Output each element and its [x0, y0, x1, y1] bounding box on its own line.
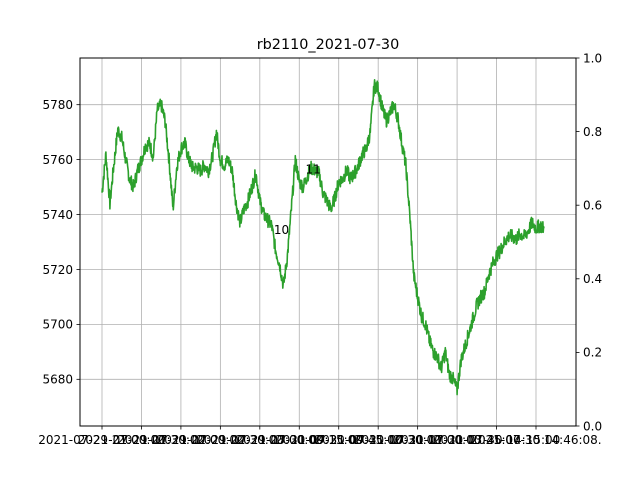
secondary-y-axis: 0.0 0.2 0.4 0.6 0.8 1.0 — [576, 51, 602, 433]
y-tick-label: 5720 — [42, 263, 73, 277]
y-tick-label: 5740 — [42, 208, 73, 222]
annotation-label: 10 — [274, 223, 289, 237]
y-axis: 5680 5700 5720 5740 5760 5780 — [42, 98, 80, 387]
chart-title: rb2110_2021-07-30 — [257, 37, 400, 53]
x-tick-label: 2021-07-30 11:00:00 — [354, 433, 481, 447]
y2-tick-label: 0.0 — [583, 419, 602, 433]
x-tick-label: 2021-07-30 10:30:00 — [314, 433, 441, 447]
y2-tick-label: 0.6 — [583, 199, 602, 213]
x-tick-label: 2021-07-29 21:30:00 — [78, 433, 205, 447]
y2-tick-label: 0.2 — [583, 346, 602, 360]
series-layer — [101, 79, 545, 396]
y-tick-label: 5680 — [42, 373, 73, 387]
x-tick-label: 2021-07-29 22:30:00 — [157, 433, 284, 447]
x-tick-label: 2021-07-29 23:00:00 — [196, 433, 323, 447]
x-tick-label: 2021-07-30 14:46:08. — [470, 433, 601, 447]
y-tick-label: 5780 — [42, 98, 73, 112]
y2-tick-label: 1.0 — [583, 51, 602, 65]
y-tick-label: 5760 — [42, 153, 73, 167]
x-tick-label: 2021-07-30 09:45:00 — [275, 433, 402, 447]
x-tick-label: 2021-07-30 14:15:00 — [433, 433, 560, 447]
x-tick-label: 2021-07-30 09:15:00 — [236, 433, 363, 447]
annotations: 10 11 — [274, 162, 321, 236]
annotation-label: 11 — [305, 162, 320, 176]
x-tick-label: 2021-07-30 13:45:00 — [393, 433, 520, 447]
x-tick-label: 2021-07-29 21:00:00 — [38, 433, 165, 447]
y2-tick-label: 0.8 — [583, 125, 602, 139]
y-tick-label: 5700 — [42, 318, 73, 332]
y2-tick-label: 0.4 — [583, 272, 602, 286]
plot-frame — [79, 57, 577, 427]
x-tick-label: 2021-07-29 22:00:00 — [117, 433, 244, 447]
series-line — [101, 79, 545, 396]
